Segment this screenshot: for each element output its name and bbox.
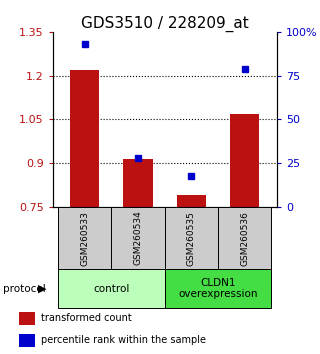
Bar [111,207,165,269]
Text: CLDN1
overexpression: CLDN1 overexpression [178,278,258,299]
Bar [165,269,271,308]
Text: control: control [93,284,130,293]
Text: percentile rank within the sample: percentile rank within the sample [41,335,206,345]
Text: GSM260535: GSM260535 [187,211,196,266]
Text: ▶: ▶ [38,284,46,293]
Text: GSM260534: GSM260534 [134,211,143,266]
Bar [124,159,153,207]
Text: GSM260536: GSM260536 [240,211,249,266]
Bar [58,207,111,269]
Bar [70,70,100,207]
Bar [165,207,218,269]
Text: transformed count: transformed count [41,313,132,323]
Bar [19,312,35,325]
Text: GSM260533: GSM260533 [80,211,89,266]
Bar [58,269,165,308]
Title: GDS3510 / 228209_at: GDS3510 / 228209_at [81,16,249,32]
Bar [218,207,271,269]
Bar [230,114,260,207]
Bar [19,334,35,347]
Text: protocol: protocol [3,284,46,293]
Bar [177,195,206,207]
